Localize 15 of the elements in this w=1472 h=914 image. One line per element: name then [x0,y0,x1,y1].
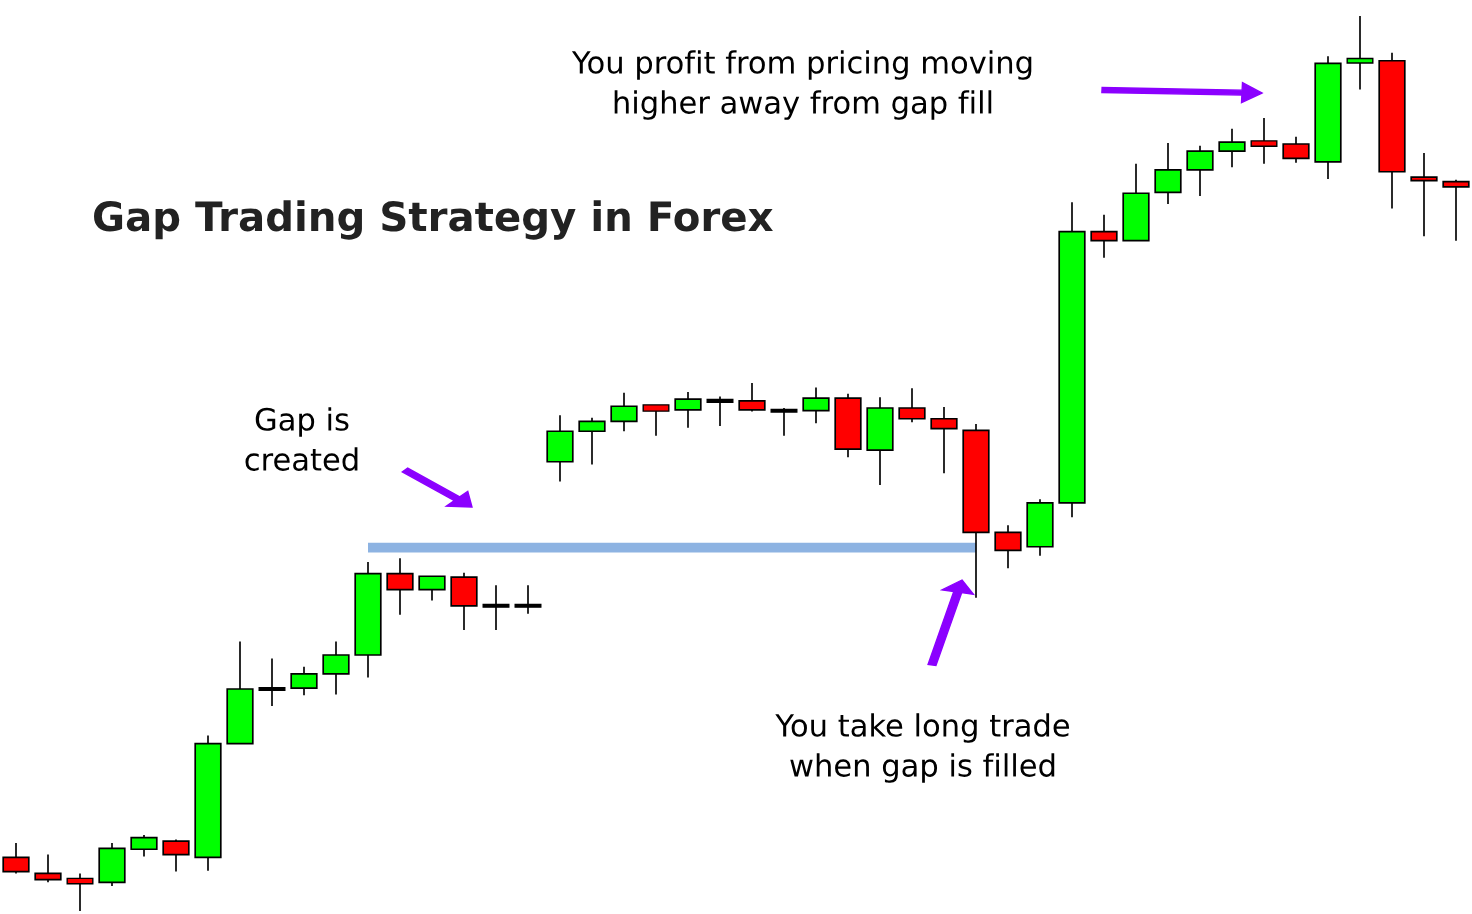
annotation: Gap is created [245,407,358,471]
text: Gap Trading Strategy in Forex [94,200,773,240]
candlestick [770,407,798,437]
candlestick [930,406,958,475]
candlestick [706,395,734,427]
candlestick [1346,16,1374,91]
candlestick [482,584,510,631]
candlestick [1410,152,1438,238]
candlestick [258,657,286,707]
candlestick [1442,178,1470,242]
annotation: You profit from pricing moving higher away from gap fill [571,50,1032,120]
candlestick [1250,117,1278,165]
annotation: You take long trade when gap is filled [775,713,1070,783]
candlestick [34,853,62,884]
candlestick [514,584,542,615]
